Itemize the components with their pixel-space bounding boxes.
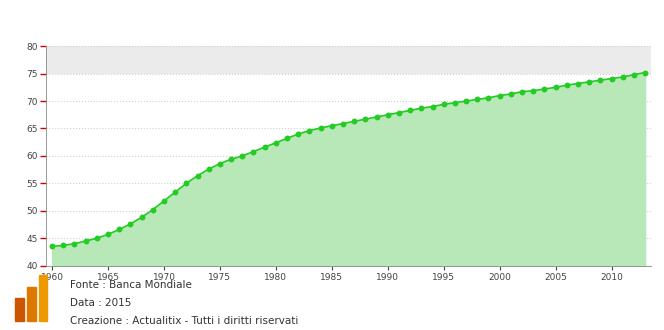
- Point: [371, 114, 382, 119]
- Point: [270, 140, 281, 146]
- Point: [181, 181, 192, 186]
- Point: [304, 128, 315, 133]
- Point: [505, 91, 516, 97]
- Point: [114, 227, 125, 232]
- Point: [136, 215, 147, 220]
- Point: [69, 241, 80, 246]
- Point: [125, 221, 135, 227]
- Point: [562, 82, 572, 88]
- Point: [360, 116, 371, 122]
- Point: [349, 119, 359, 124]
- Point: [203, 166, 214, 172]
- Point: [394, 110, 404, 115]
- Point: [282, 136, 292, 141]
- Point: [416, 106, 427, 111]
- Point: [618, 74, 628, 80]
- Point: [450, 100, 460, 105]
- Point: [80, 238, 91, 244]
- Point: [483, 95, 494, 100]
- Point: [237, 153, 248, 158]
- Point: [170, 189, 181, 195]
- Point: [438, 102, 449, 107]
- Text: Fonte : Banca Mondiale: Fonte : Banca Mondiale: [70, 280, 192, 290]
- Point: [103, 232, 114, 237]
- Point: [382, 112, 393, 117]
- Bar: [27, 287, 36, 321]
- Point: [427, 104, 438, 109]
- Point: [517, 89, 527, 94]
- Point: [528, 88, 539, 93]
- Point: [461, 98, 471, 104]
- Point: [595, 78, 606, 83]
- Point: [58, 243, 68, 248]
- Point: [92, 236, 102, 241]
- Point: [315, 125, 326, 131]
- Point: [640, 70, 651, 75]
- Point: [293, 131, 303, 137]
- Point: [327, 123, 337, 128]
- Text: Cina - Speranza di vita (anni): Cina - Speranza di vita (anni): [8, 12, 258, 26]
- Point: [248, 149, 259, 154]
- Point: [550, 85, 561, 90]
- Point: [159, 198, 169, 204]
- Point: [606, 76, 617, 81]
- Point: [472, 97, 483, 102]
- Point: [405, 108, 416, 113]
- Bar: [46, 46, 651, 74]
- Point: [584, 79, 594, 84]
- Text: Creazione : Actualitix - Tutti i diritti riservati: Creazione : Actualitix - Tutti i diritti…: [70, 316, 298, 326]
- Point: [214, 161, 225, 166]
- Bar: [39, 276, 48, 321]
- Point: [572, 81, 583, 86]
- Point: [338, 121, 349, 126]
- Point: [629, 72, 639, 77]
- Point: [539, 86, 550, 92]
- Point: [260, 145, 270, 150]
- Point: [494, 93, 505, 98]
- Text: Data : 2015: Data : 2015: [70, 298, 131, 308]
- Point: [147, 207, 158, 212]
- Point: [226, 156, 236, 162]
- Point: [46, 244, 57, 249]
- Bar: [15, 298, 24, 321]
- Point: [192, 173, 203, 178]
